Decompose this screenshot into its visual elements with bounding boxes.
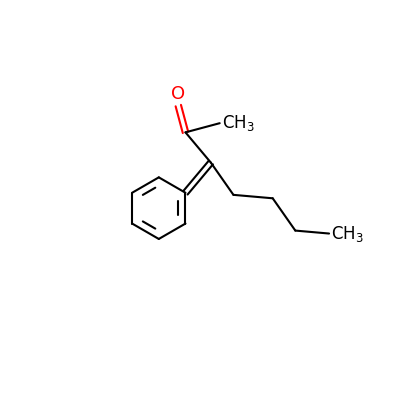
Text: O: O	[171, 84, 185, 102]
Text: CH$_3$: CH$_3$	[222, 113, 255, 133]
Text: CH$_3$: CH$_3$	[331, 224, 364, 244]
